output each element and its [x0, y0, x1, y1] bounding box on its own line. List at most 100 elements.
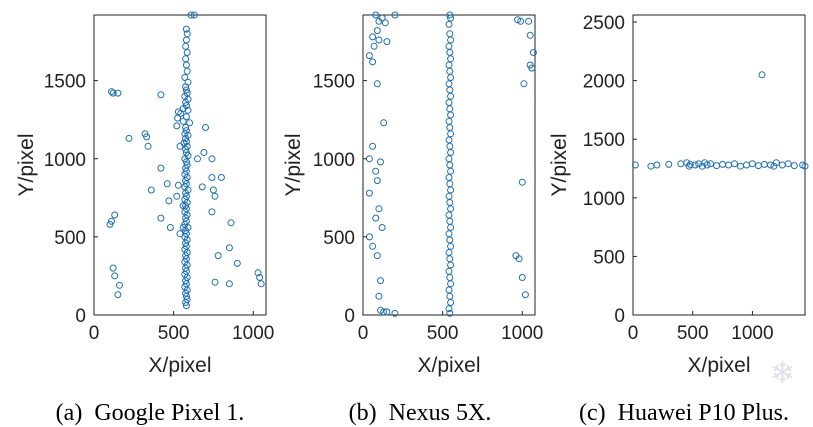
data-point-c-25 [790, 162, 798, 170]
data-point-a-126 [116, 281, 123, 289]
data-point-a-1 [190, 11, 198, 19]
data-point-b-91 [515, 255, 523, 263]
data-point-c-4 [677, 160, 685, 168]
data-point-b-16 [447, 111, 455, 119]
data-point-a-10 [181, 74, 189, 81]
x-axis-label-c: X/pixel [687, 354, 750, 377]
data-point-b-15 [446, 105, 454, 113]
data-point-a-2 [182, 25, 190, 33]
data-point-a-88 [114, 89, 122, 97]
data-point-b-57 [383, 38, 391, 46]
data-point-b-80 [391, 309, 399, 317]
x-tick-label-b-2: 1000 [501, 323, 543, 344]
data-point-a-120 [176, 230, 184, 238]
data-point-b-78 [380, 308, 388, 316]
plot-frame-b [362, 14, 536, 316]
data-point-a-22 [182, 113, 190, 121]
data-point-a-131 [256, 274, 264, 281]
data-point-a-95 [144, 142, 152, 150]
data-point-a-123 [214, 252, 222, 260]
data-point-b-73 [369, 242, 377, 250]
data-point-b-45 [446, 292, 454, 300]
y-tick-label-a-1: 500 [54, 228, 86, 249]
caption-tag-c: (c) [579, 400, 606, 426]
caption-b: (b) Nexus 5X. [349, 400, 492, 426]
data-point-c-14 [725, 161, 733, 169]
data-point-b-54 [373, 27, 381, 35]
data-point-a-102 [217, 174, 225, 181]
data-point-a-106 [209, 186, 217, 194]
data-point-b-88 [520, 80, 528, 88]
data-point-c-1 [647, 162, 655, 170]
data-point-a-121 [225, 244, 233, 252]
data-point-b-71 [378, 224, 386, 231]
data-point-c-31 [758, 71, 766, 79]
data-point-c-24 [784, 160, 792, 168]
data-point-b-55 [369, 33, 377, 41]
data-point-c-21 [766, 161, 774, 169]
data-point-b-53 [381, 19, 389, 27]
data-point-c-18 [748, 160, 756, 168]
data-point-a-128 [211, 278, 219, 286]
data-point-c-9 [698, 162, 706, 170]
data-point-b-70 [372, 214, 380, 222]
panel-nexus-5x: 0 500 1000 0 500 1000 1500 X/pixel Y/pixel (b… [282, 11, 543, 426]
data-point-b-92 [518, 274, 526, 281]
y-axis-label-a: Y/pixel [15, 133, 38, 196]
data-point-b-25 [447, 167, 455, 175]
data-point-b-2 [445, 20, 453, 28]
data-point-a-108 [173, 192, 181, 200]
data-point-b-59 [365, 52, 373, 60]
x-ticks-c: 0 500 1000 [628, 311, 774, 344]
data-point-b-29 [445, 192, 453, 200]
data-point-b-60 [369, 58, 377, 66]
data-point-b-23 [445, 155, 453, 163]
data-point-b-62 [380, 119, 388, 127]
data-point-b-1 [447, 14, 455, 22]
data-point-a-110 [211, 192, 219, 200]
data-point-a-116 [111, 211, 119, 219]
data-point-c-6 [686, 160, 694, 168]
data-point-a-20 [184, 106, 192, 114]
x-tick-label-c-0: 0 [628, 323, 639, 344]
data-point-b-63 [369, 142, 377, 150]
data-point-b-28 [447, 186, 455, 194]
y-tick-label-a-2: 1000 [44, 150, 86, 171]
plot-frame-c [632, 14, 806, 316]
data-point-b-24 [446, 161, 454, 169]
data-point-b-19 [447, 130, 455, 138]
data-point-b-10 [447, 74, 455, 81]
data-point-a-113 [157, 214, 165, 222]
data-point-b-52 [375, 17, 383, 25]
data-point-a-107 [147, 186, 155, 194]
y-tick-label-b-2: 1000 [313, 150, 355, 171]
caption-text-c: Huawei P10 Plus. [618, 400, 789, 426]
x-axis-label-b: X/pixel [417, 354, 480, 377]
y-tick-label-b-1: 500 [323, 228, 355, 249]
data-point-a-129 [225, 280, 233, 288]
data-point-c-11 [707, 160, 715, 168]
data-point-c-20 [760, 160, 768, 168]
data-point-a-92 [125, 134, 133, 142]
data-point-a-23 [174, 114, 182, 122]
data-point-b-4 [447, 36, 455, 44]
data-point-b-27 [446, 180, 454, 188]
x-ticks-b: 0 500 1000 [358, 311, 543, 344]
data-point-a-122 [233, 259, 241, 267]
data-point-a-103 [163, 180, 171, 188]
data-point-b-87 [528, 64, 536, 72]
caption-text-a: Google Pixel 1. [94, 400, 244, 426]
data-point-b-48 [446, 309, 454, 317]
data-point-c-30 [770, 162, 778, 170]
data-point-a-24 [179, 117, 187, 125]
data-point-b-93 [521, 291, 529, 299]
data-point-b-58 [370, 42, 378, 50]
y-tick-label-c-4: 2000 [583, 72, 625, 93]
data-point-a-87 [109, 89, 117, 97]
data-point-b-5 [445, 42, 453, 50]
data-point-a-127 [114, 291, 122, 299]
data-point-b-41 [445, 267, 453, 275]
y-ticks-b: 0 500 1000 1500 [313, 72, 367, 327]
x-tick-label-a-2: 1000 [232, 323, 274, 344]
data-point-b-32 [445, 211, 453, 219]
